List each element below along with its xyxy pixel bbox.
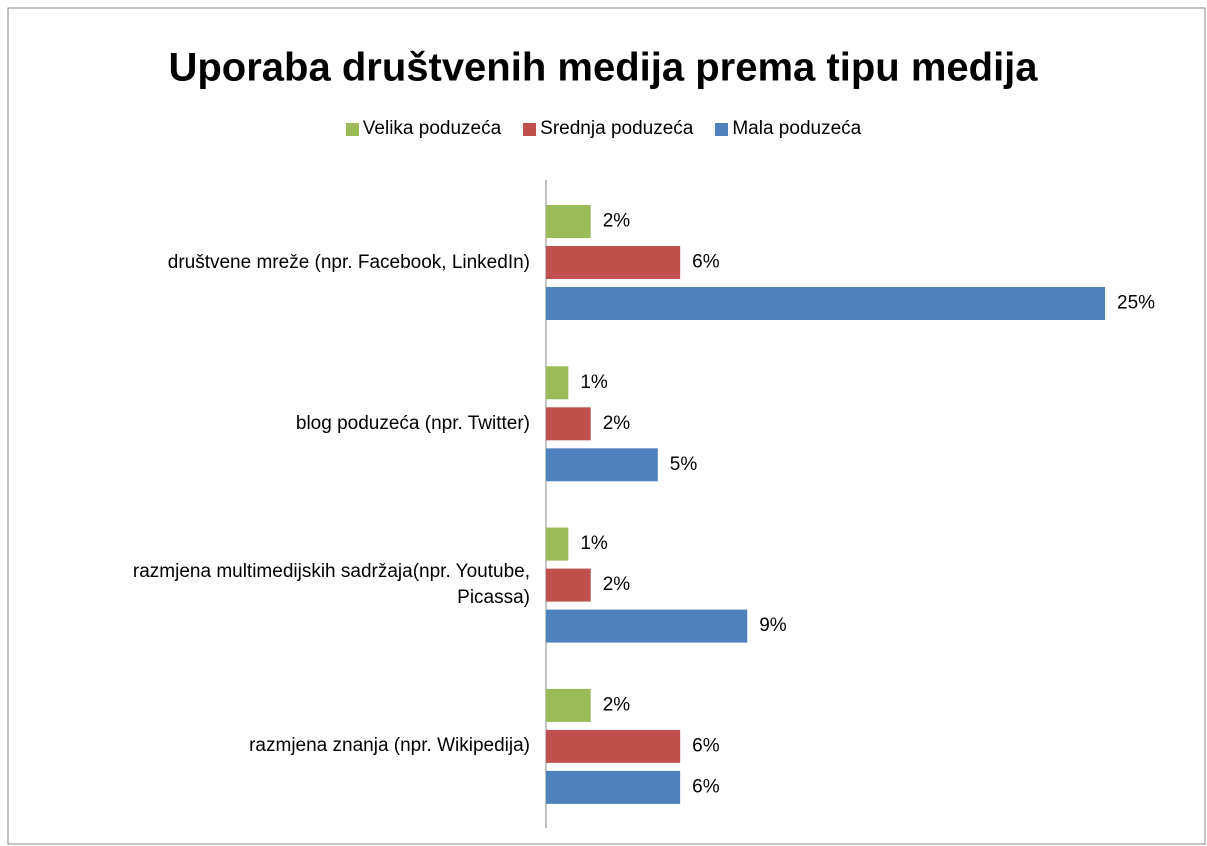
bar bbox=[546, 688, 591, 722]
data-label: 2% bbox=[603, 211, 631, 232]
bar bbox=[546, 770, 681, 804]
data-label: 25% bbox=[1117, 293, 1155, 314]
chart-frame bbox=[7, 7, 1206, 845]
bar bbox=[546, 246, 681, 279]
data-label: 1% bbox=[580, 372, 608, 393]
bar bbox=[546, 448, 658, 482]
legend-swatch bbox=[345, 122, 359, 136]
legend-swatch bbox=[523, 122, 537, 136]
category-label: blog poduzeća (npr. Twitter) bbox=[295, 412, 530, 434]
data-label: 1% bbox=[580, 533, 608, 554]
legend-item: Velika poduzeća bbox=[345, 118, 502, 140]
legend-label: Srednja poduzeća bbox=[540, 118, 694, 139]
legend: Velika poduzeća Srednja poduzeća Mala podu… bbox=[0, 118, 1207, 140]
data-label: 9% bbox=[759, 615, 787, 636]
category-label: razmjena multimedijskih sadržaja(npr. Yo… bbox=[132, 561, 530, 609]
legend-label: Velika poduzeća bbox=[362, 118, 502, 139]
bar bbox=[546, 287, 1105, 320]
category-label: razmjena znanja (npr. Wikipedija) bbox=[249, 735, 530, 757]
category-label: društvene mreže (npr. Facebook, LinkedIn… bbox=[167, 251, 530, 273]
legend-item: Mala poduzeća bbox=[715, 118, 861, 140]
bar bbox=[546, 205, 591, 238]
bar bbox=[546, 729, 681, 763]
legend-label: Mala poduzeća bbox=[732, 118, 862, 139]
data-label: 5% bbox=[670, 454, 698, 475]
data-label: 2% bbox=[603, 694, 631, 715]
bar bbox=[546, 527, 569, 561]
bar bbox=[546, 366, 569, 400]
data-label: 6% bbox=[692, 776, 720, 797]
legend-item: Srednja poduzeća bbox=[523, 118, 693, 140]
data-label: 6% bbox=[692, 252, 720, 273]
bar bbox=[546, 609, 748, 643]
data-label: 2% bbox=[603, 413, 631, 434]
chart-title: Uporaba društvenih medija prema tipu med… bbox=[168, 46, 1038, 90]
bar bbox=[546, 407, 591, 441]
legend-swatch bbox=[715, 122, 729, 136]
bar bbox=[546, 568, 591, 602]
data-label: 6% bbox=[692, 735, 720, 756]
data-label: 2% bbox=[603, 574, 631, 595]
